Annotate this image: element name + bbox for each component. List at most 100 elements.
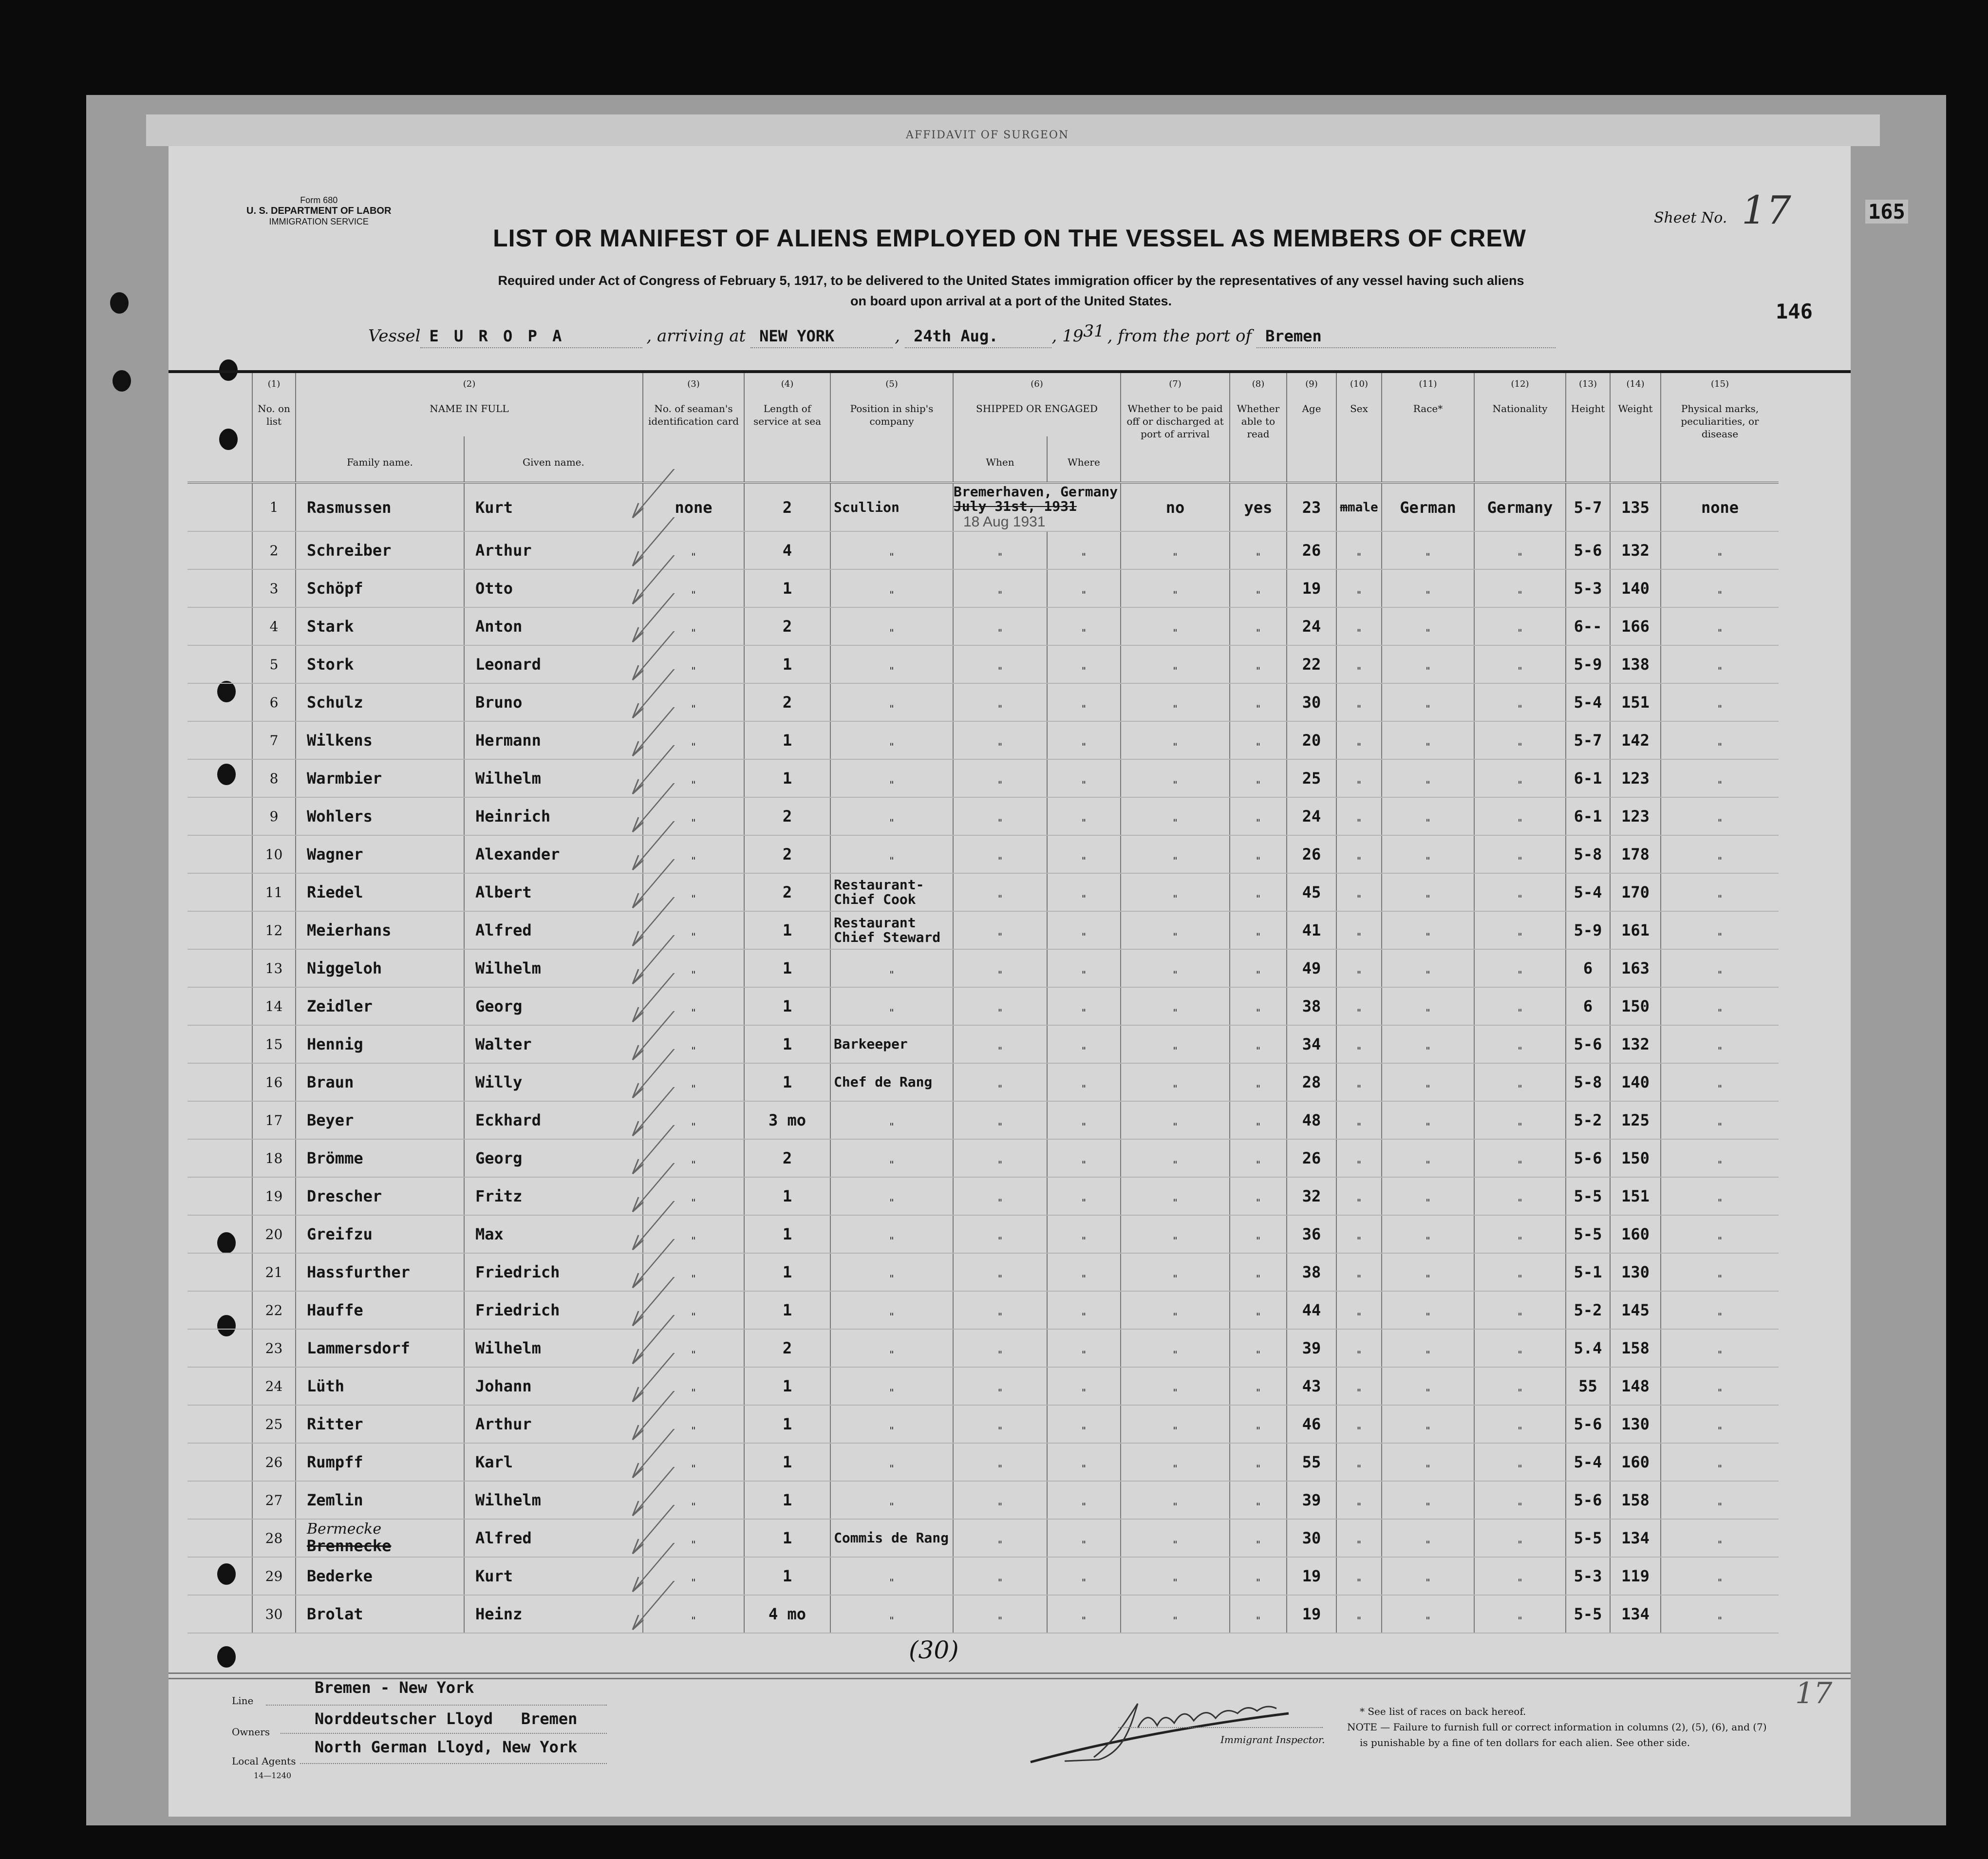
position: " xyxy=(830,835,953,874)
race: " xyxy=(1381,759,1474,798)
id-card: " xyxy=(632,517,744,570)
race: " xyxy=(1381,683,1474,722)
height: 5-8 xyxy=(1565,835,1610,874)
position: " xyxy=(830,531,953,570)
sheet-label: Sheet No. xyxy=(1654,209,1727,226)
family-name: Ritter xyxy=(295,1405,464,1444)
family-name-text: Niggeloh xyxy=(307,959,382,977)
margin-cell xyxy=(188,1063,252,1102)
sex: " xyxy=(1336,683,1382,722)
table-row: 1 Rasmussen Kurt none 2 Scullion Bremerhaven, … xyxy=(188,469,1779,532)
shipped-when: " xyxy=(953,645,1047,684)
list-number: 26 xyxy=(252,1443,296,1482)
weight: 132 xyxy=(1610,1025,1661,1064)
able-to-read: " xyxy=(1229,1519,1287,1558)
family-name: Schöpf xyxy=(295,569,464,608)
margin-cell xyxy=(188,1215,252,1254)
id-card: " xyxy=(632,1277,744,1330)
sex: " xyxy=(1336,1025,1382,1064)
family-name: Warmbier xyxy=(295,759,464,798)
position: " xyxy=(830,1215,953,1254)
race: " xyxy=(1381,1557,1474,1596)
sex: " xyxy=(1336,1253,1382,1292)
margin-cell xyxy=(188,483,252,532)
given-name: Karl xyxy=(464,1443,643,1482)
weight: 161 xyxy=(1610,911,1661,950)
paid-off: " xyxy=(1120,1367,1230,1406)
position: Barkeeper xyxy=(830,1025,953,1064)
paid-off: " xyxy=(1120,1481,1230,1520)
table-row: 6 Schulz Bruno " 2 " " " " " 30 " " " 5-4 151 " xyxy=(188,669,1779,722)
note-line-2: is punishable by a fine of ten dollars f… xyxy=(1360,1737,1690,1748)
paid-off: " xyxy=(1120,987,1230,1026)
physical-marks: " xyxy=(1660,1557,1779,1596)
vessel-name: E U R O P A xyxy=(420,327,643,348)
list-number: 16 xyxy=(252,1063,296,1102)
family-name: Riedel xyxy=(295,873,464,912)
race: " xyxy=(1381,1405,1474,1444)
length-of-service: 1 xyxy=(744,569,830,608)
shipped-when: " xyxy=(953,873,1047,912)
given-name: Otto xyxy=(464,569,643,608)
family-name-text: Stork xyxy=(307,655,354,674)
paid-off: " xyxy=(1120,759,1230,798)
margin-header xyxy=(188,373,252,483)
physical-marks: " xyxy=(1660,683,1779,722)
paid-off: " xyxy=(1120,531,1230,570)
race: " xyxy=(1381,569,1474,608)
sex: " xyxy=(1336,645,1382,684)
sex: " xyxy=(1336,1291,1382,1330)
position: " xyxy=(830,797,953,836)
nationality: " xyxy=(1474,569,1566,608)
weight: 130 xyxy=(1610,1253,1661,1292)
family-name: Hassfurther xyxy=(295,1253,464,1292)
table-row: 2 Schreiber Arthur " 4 " " " " " 26 " " " 5-6 132 " xyxy=(188,517,1779,570)
paid-off: " xyxy=(1120,721,1230,760)
stamp-number-mid: 146 xyxy=(1776,300,1813,323)
sex: " xyxy=(1336,949,1382,988)
paid-off: " xyxy=(1120,1291,1230,1330)
family-name: Niggeloh xyxy=(295,949,464,988)
able-to-read: " xyxy=(1229,1139,1287,1178)
race: " xyxy=(1381,1367,1474,1406)
position: " xyxy=(830,1329,953,1368)
nationality: " xyxy=(1474,911,1566,950)
shipped-date-stamp: 18 Aug 1931 xyxy=(963,513,1046,530)
weight: 140 xyxy=(1610,569,1661,608)
margin-cell xyxy=(188,531,252,570)
given-name: Friedrich xyxy=(464,1253,643,1292)
position: " xyxy=(830,1139,953,1178)
col-length-header: (4) Length of service at sea xyxy=(744,373,830,483)
age: 48 xyxy=(1286,1101,1336,1140)
form-code: 14—1240 xyxy=(254,1771,292,1780)
list-number: 28 xyxy=(252,1519,296,1558)
family-name-text: Bederke xyxy=(307,1567,373,1585)
position: " xyxy=(830,1405,953,1444)
agents-value: North German Lloyd, New York xyxy=(315,1738,578,1756)
age: 39 xyxy=(1286,1481,1336,1520)
shipped-where: " xyxy=(1047,721,1121,760)
list-number: 21 xyxy=(252,1253,296,1292)
age: 22 xyxy=(1286,645,1336,684)
id-card: " xyxy=(632,1581,744,1634)
col-sex-header: (10) Sex xyxy=(1336,373,1382,483)
sex: " xyxy=(1336,1405,1382,1444)
id-card: " xyxy=(632,821,744,874)
margin-cell xyxy=(188,873,252,912)
col-where-header: Where xyxy=(1047,436,1121,483)
margin-cell xyxy=(188,1101,252,1140)
shipped-where: " xyxy=(1047,1481,1121,1520)
height: 5-6 xyxy=(1565,531,1610,570)
line-label: Line xyxy=(232,1695,254,1707)
shipped-where: " xyxy=(1047,1025,1121,1064)
length-of-service: 1 xyxy=(744,1063,830,1102)
shipped-when: " xyxy=(953,531,1047,570)
nationality: " xyxy=(1474,1101,1566,1140)
col-nationality-header: (12) Nationality xyxy=(1474,373,1566,483)
arrival-port: NEW YORK xyxy=(750,327,893,348)
table-row: 21 Hassfurther Friedrich " 1 " " " " " 38 " " " 5-1 130… xyxy=(188,1239,1779,1292)
shipped-when: " xyxy=(953,1291,1047,1330)
form-identifier: Form 680 U. S. DEPARTMENT OF LABOR IMMIG… xyxy=(246,195,391,227)
agents-label: Local Agents xyxy=(232,1755,296,1767)
family-name: Braun xyxy=(295,1063,464,1102)
